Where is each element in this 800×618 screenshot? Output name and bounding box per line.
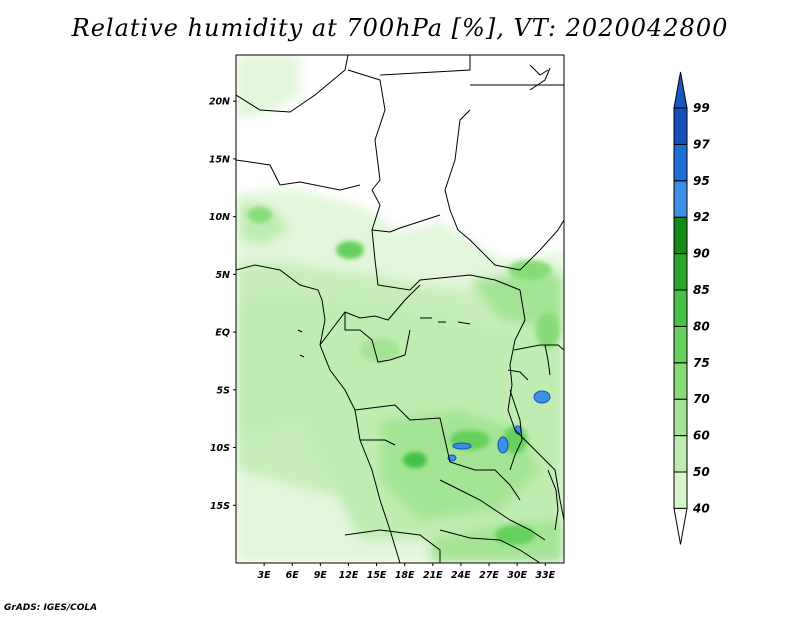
lat-tick-label: 15N [209, 154, 230, 165]
colorbar-box [673, 289, 688, 327]
lat-tick-label: 10S [210, 443, 230, 454]
colorbar-box [673, 107, 688, 145]
colorbar-label: 97 [693, 137, 710, 151]
colorbar-box [673, 398, 688, 437]
colorbar-box [673, 143, 688, 182]
colorbar-label: 50 [693, 465, 710, 479]
chart-title: Relative humidity at 700hPa [%], VT: 202… [71, 14, 729, 42]
lon-tick-label: 15E [367, 570, 387, 581]
colorbar-box [673, 435, 688, 473]
colorbar-arrow-above [673, 71, 688, 109]
lon-tick-label: 3E [258, 570, 272, 581]
colorbar-label: 85 [693, 283, 710, 297]
lat-tick-label: 10N [209, 212, 230, 223]
latitude-axis: 20N 15N 10N 5N EQ 5S 10S 15S [209, 97, 236, 512]
colorbar-label: 40 [692, 501, 710, 515]
colorbar-label: 70 [693, 392, 710, 406]
lon-tick-label: 9E [314, 570, 328, 581]
lon-tick-label: 6E [286, 570, 300, 581]
colorbar-label: 75 [693, 356, 710, 370]
colorbar-box [673, 325, 688, 364]
lon-tick-label: 12E [339, 570, 359, 581]
map-frame [235, 54, 565, 564]
lon-tick-label: 18E [395, 570, 415, 581]
lon-tick-label: 30E [507, 570, 527, 581]
lon-tick-label: 27E [479, 570, 499, 581]
country-borders [236, 55, 564, 563]
lon-tick-label: 33E [535, 570, 555, 581]
colorbar-box [673, 362, 688, 400]
colorbar-label: 60 [693, 429, 710, 443]
lat-tick-label: EQ [215, 328, 230, 339]
lon-tick-label: 24E [451, 570, 471, 581]
humidity-field [236, 55, 564, 563]
colorbar-box [673, 253, 688, 291]
lat-tick-label: 5S [217, 385, 231, 396]
lat-tick-label: 15S [210, 501, 230, 512]
lon-tick-label: 21E [423, 570, 443, 581]
colorbar-label: 92 [693, 210, 710, 224]
colorbar-label: 90 [693, 247, 710, 261]
colorbar-box [673, 471, 688, 509]
colorbar-label: 95 [693, 174, 710, 188]
longitude-axis: 3E 6E 9E 12E 15E 18E 21E 24E 27E 30E 33E [258, 563, 556, 581]
colorbar-label: 80 [693, 319, 710, 333]
colorbar-box [673, 180, 688, 218]
colorbar-arrow-below [673, 507, 688, 545]
footer-credit: GrADS: IGES/COLA [4, 603, 98, 613]
colorbar-box [673, 216, 688, 255]
colorbar: 40 50 60 70 75 80 85 90 92 95 97 99 [673, 71, 710, 545]
colorbar-label: 99 [693, 101, 710, 115]
lat-tick-label: 5N [215, 270, 230, 281]
lat-tick-label: 20N [209, 97, 230, 108]
